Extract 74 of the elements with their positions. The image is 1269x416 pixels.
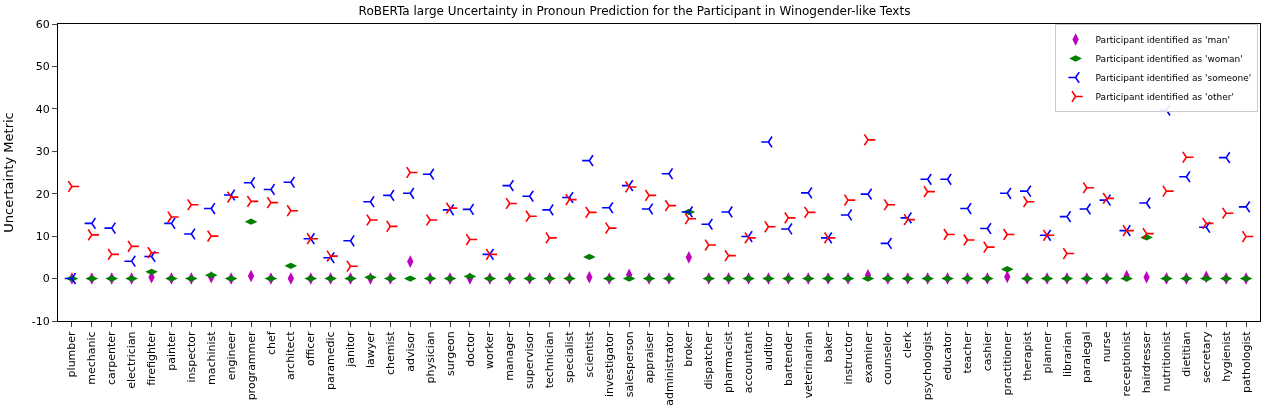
x-tick-label: veterinarian [801,331,815,399]
y-tick-label: -10 [31,314,50,328]
x-tick-label: investigator [602,330,616,398]
x-tick-label: inspector [184,330,198,383]
x-tick-label: pathologist [1239,330,1253,394]
x-tick-label: specialist [563,330,577,383]
x-tick-label: doctor [463,330,477,367]
x-tick-label: examiner [861,330,875,384]
x-tick-label: janitor [344,330,358,368]
x-tick-label: instructor [841,330,855,385]
x-tick-label: planner [1040,330,1054,374]
x-tick-label: plumber [65,330,79,378]
x-tick-label: paramedic [324,331,338,390]
x-tick-label: appraiser [642,330,656,384]
x-tick-label: bartender [781,330,795,386]
x-tick-label: technician [543,331,557,389]
x-tick-label: clerk [901,330,915,359]
x-tick-label: electrician [125,331,139,389]
x-tick-label: lawyer [364,330,378,368]
x-tick-label: broker [682,330,696,367]
x-tick-label: surgeon [443,331,457,376]
y-tick-label: 40 [35,102,50,116]
x-tick-label: painter [165,330,178,371]
x-tick-label: worker [483,330,497,369]
x-tick-label: scientist [582,330,596,378]
x-tick-label: nutritionist [1160,330,1174,392]
x-tick-label: baker [821,330,835,363]
legend-label: Participant identified as 'man' [1095,35,1230,46]
x-tick-label: supervisor [523,330,537,389]
x-tick-label: mechanic [85,331,99,385]
x-tick-label: educator [941,330,955,381]
x-tick-label: programmer [244,330,258,401]
x-tick-label: chemist [383,330,397,376]
legend-label: Participant identified as 'woman' [1095,54,1243,65]
x-tick-label: therapist [1020,330,1034,381]
x-tick-label: chef [264,330,278,356]
x-tick-label: nurse [1100,331,1114,363]
x-tick-label: carpenter [105,330,119,386]
legend-label: Participant identified as 'other' [1095,92,1234,103]
x-tick-label: accountant [742,330,756,394]
x-tick-label: hygienist [1219,330,1233,382]
x-tick-label: machinist [204,330,218,386]
x-tick-label: dispatcher [702,330,716,390]
x-tick-label: counselor [881,330,895,385]
x-tick-label: psychologist [921,330,935,401]
y-tick-label: 60 [35,17,50,31]
x-tick-label: paralegal [1080,331,1094,383]
x-tick-label: librarian [1060,331,1074,378]
x-tick-label: secretary [1199,330,1213,384]
y-tick-label: 50 [35,60,50,74]
x-tick-label: advisor [403,330,417,372]
x-tick-label: hairdresser [1140,330,1154,394]
x-tick-label: pharmacist [722,330,736,394]
x-tick-label: receptionist [1120,330,1134,397]
x-tick-label: practitioner [1000,330,1014,396]
y-tick-label: 0 [42,272,50,286]
y-tick-label: 30 [35,145,50,159]
y-axis-title: Uncertainty Metric [0,112,16,233]
x-tick-label: firefighter [145,330,159,386]
chart-title: RoBERTa large Uncertainty in Pronoun Prediction for the Participant in Winogender-like Texts [358,3,911,18]
legend-label: Participant identified as 'someone' [1095,73,1252,84]
x-tick-label: architect [284,330,298,380]
y-tick-label: 10 [35,229,50,243]
x-tick-label: dietitian [1179,331,1193,377]
x-tick-label: physician [423,331,437,384]
x-tick-label: officer [304,330,318,367]
x-tick-label: cashier [980,330,994,372]
x-tick-label: teacher [961,330,975,374]
x-tick-label: administrator [662,330,676,406]
y-tick-label: 20 [35,187,50,201]
x-tick-label: engineer [224,330,238,381]
x-tick-label: manager [503,330,517,381]
x-tick-label: auditor [762,330,776,371]
x-tick-label: salesperson [622,331,636,398]
